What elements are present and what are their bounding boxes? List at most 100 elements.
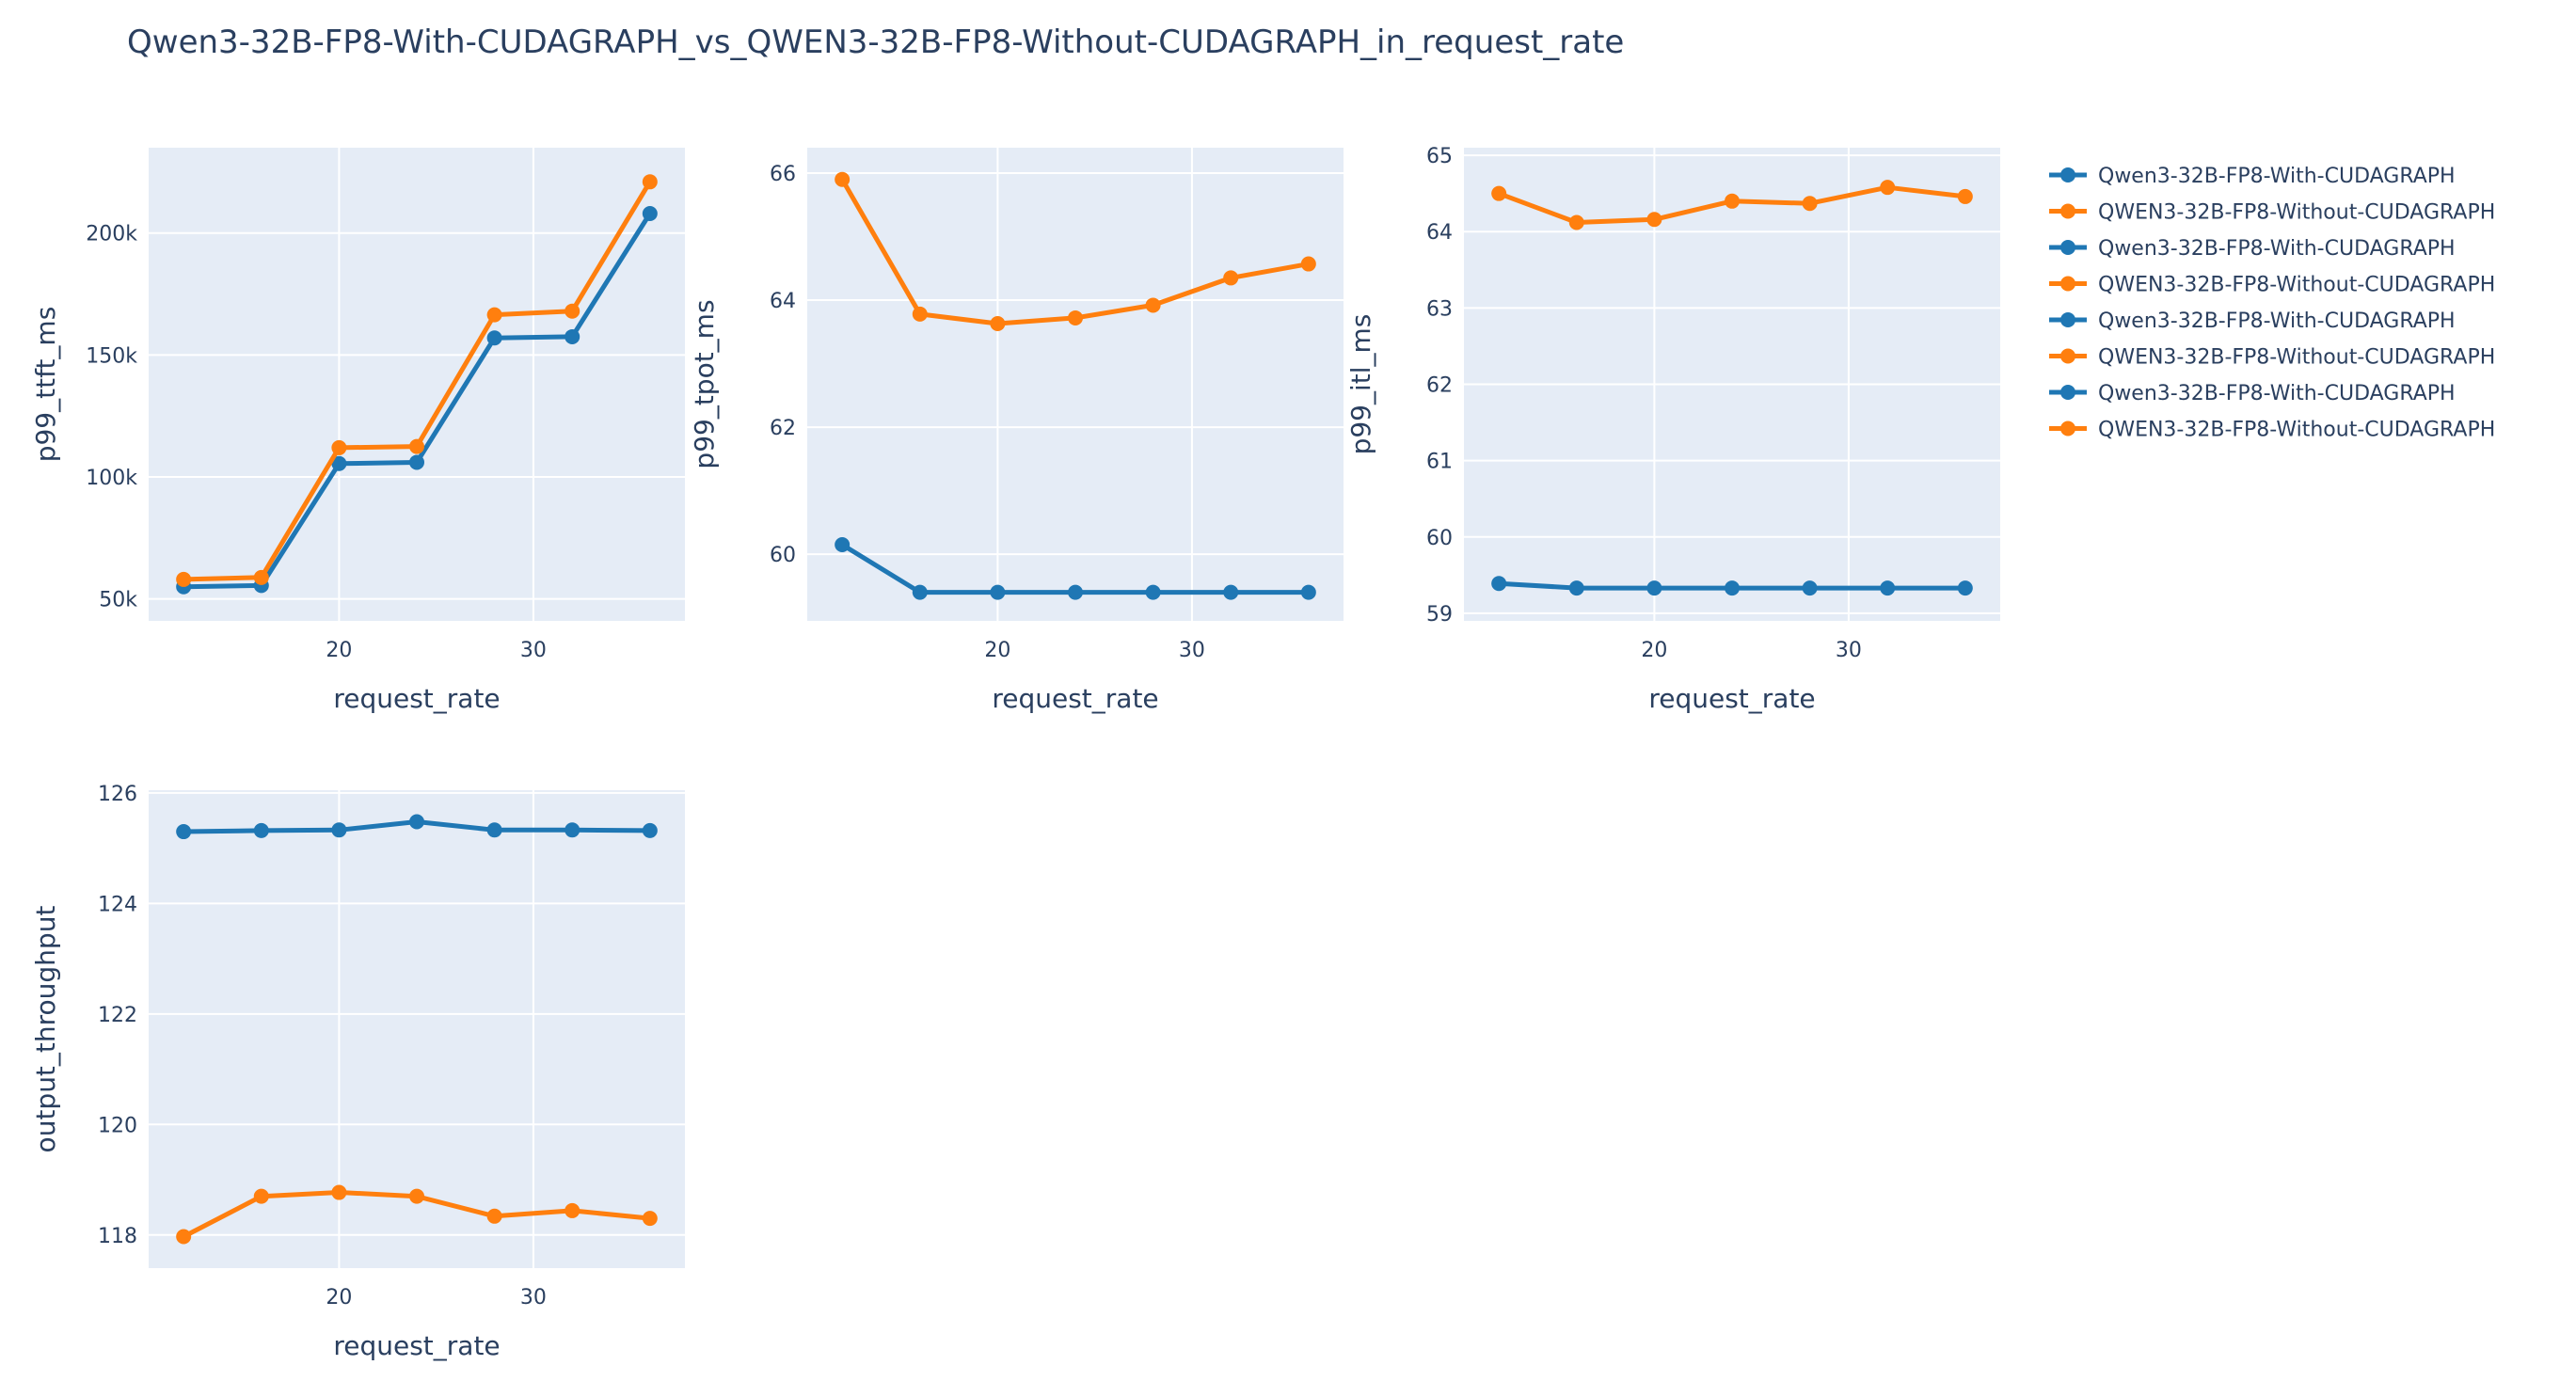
data-point (409, 814, 424, 830)
legend-item[interactable]: QWEN3-32B-FP8-Without-CUDAGRAPH (2049, 346, 2495, 370)
series-with-cudagraph (176, 814, 658, 840)
y-tick-label: 66 (770, 163, 796, 186)
data-point (642, 822, 658, 838)
data-point (1802, 580, 1818, 596)
y-tick-label: 60 (1426, 527, 1453, 550)
x-tick-label: 30 (520, 639, 547, 662)
data-point (1068, 310, 1083, 325)
y-axis-title: output_throughput (30, 906, 61, 1153)
data-point (1957, 580, 1973, 596)
legend-item[interactable]: QWEN3-32B-FP8-Without-CUDAGRAPH (2049, 419, 2495, 442)
data-point (1725, 193, 1740, 209)
y-tick-label: 200k (86, 223, 137, 246)
legend-label: QWEN3-32B-FP8-Without-CUDAGRAPH (2098, 274, 2495, 297)
data-point (331, 455, 347, 471)
data-point (1568, 214, 1584, 230)
y-tick-label: 100k (86, 467, 137, 490)
data-point (1223, 584, 1239, 600)
subplot-ttft: 20 30 50k 100k 150k 200k request_rate p99_ttft_… (30, 148, 685, 714)
x-tick-label: 20 (326, 1286, 352, 1310)
y-axis-title: p99_itl_ms (1345, 314, 1376, 455)
data-point (1880, 580, 1896, 596)
subplot-throughput: 20 30 118 120 122 124 126 request_rate output_th… (30, 783, 685, 1361)
x-tick-label: 30 (1836, 639, 1862, 662)
data-point (1957, 188, 1973, 204)
data-point (176, 824, 192, 840)
data-point (564, 328, 580, 344)
data-point (1491, 185, 1507, 201)
legend-item[interactable]: QWEN3-32B-FP8-Without-CUDAGRAPH (2049, 274, 2495, 297)
series-without-cudagraph (176, 1184, 658, 1245)
legend-label: Qwen3-32B-FP8-With-CUDAGRAPH (2098, 310, 2456, 333)
legend-label: Qwen3-32B-FP8-With-CUDAGRAPH (2098, 382, 2456, 405)
y-tick-label: 59 (1426, 603, 1453, 627)
legend-item[interactable]: QWEN3-32B-FP8-Without-CUDAGRAPH (2049, 201, 2495, 225)
y-tick-label: 65 (1426, 145, 1453, 168)
plot-area (149, 790, 685, 1268)
plot-area (149, 148, 685, 621)
legend-marker-swatch (2060, 421, 2075, 437)
legend-item[interactable]: Qwen3-32B-FP8-With-CUDAGRAPH (2049, 382, 2456, 405)
data-point (409, 1188, 424, 1204)
data-point (1646, 580, 1662, 596)
y-tick-label: 60 (770, 544, 796, 567)
data-point (1568, 580, 1584, 596)
data-point (990, 584, 1006, 600)
data-point (253, 822, 269, 838)
y-tick-label: 118 (98, 1225, 137, 1248)
x-axis-title: request_rate (1648, 683, 1815, 714)
legend-item[interactable]: Qwen3-32B-FP8-With-CUDAGRAPH (2049, 165, 2456, 188)
data-point (176, 571, 192, 587)
data-point (1491, 576, 1507, 592)
data-point (912, 584, 928, 600)
y-axis-title: p99_ttft_ms (30, 307, 61, 463)
legend-marker-swatch (2060, 348, 2075, 364)
data-point (409, 454, 424, 470)
series-without-cudagraph (1491, 180, 1973, 230)
legend-item[interactable]: Qwen3-32B-FP8-With-CUDAGRAPH (2049, 237, 2456, 261)
y-tick-label: 120 (98, 1114, 137, 1137)
y-tick-label: 150k (86, 344, 137, 368)
y-tick-label: 63 (1426, 297, 1453, 321)
data-point (1802, 196, 1818, 212)
data-point (564, 1202, 580, 1218)
legend-label: QWEN3-32B-FP8-Without-CUDAGRAPH (2098, 346, 2495, 370)
y-tick-label: 50k (99, 589, 137, 612)
y-tick-label: 62 (1426, 374, 1453, 398)
legend-marker-swatch (2060, 167, 2075, 183)
data-point (912, 306, 928, 322)
legend-label: Qwen3-32B-FP8-With-CUDAGRAPH (2098, 237, 2456, 261)
legend-marker-swatch (2060, 385, 2075, 400)
x-axis-title: request_rate (992, 683, 1158, 714)
y-tick-label: 64 (770, 290, 796, 313)
y-tick-label: 126 (98, 783, 137, 806)
y-tick-label: 61 (1426, 451, 1453, 474)
data-point (1068, 584, 1083, 600)
x-tick-label: 30 (520, 1286, 547, 1310)
legend-item[interactable]: Qwen3-32B-FP8-With-CUDAGRAPH (2049, 310, 2456, 333)
x-tick-label: 20 (1641, 639, 1667, 662)
legend-marker-swatch (2060, 276, 2075, 292)
y-tick-label: 122 (98, 1004, 137, 1027)
data-point (253, 1188, 269, 1204)
data-point (1223, 270, 1239, 286)
data-point (331, 439, 347, 455)
x-tick-label: 20 (326, 639, 352, 662)
data-point (835, 171, 851, 187)
legend-marker-swatch (2060, 240, 2075, 255)
subplots: 20 30 50k 100k 150k 200k request_rate p99_ttft_… (30, 145, 2000, 1361)
data-point (642, 174, 658, 190)
data-point (486, 330, 502, 346)
subplot-itl: 20 30 59 60 61 62 63 64 65 request_rate p99_itl_ms (1345, 145, 2000, 714)
y-axis-title: p99_tpot_ms (689, 299, 720, 468)
x-axis-title: request_rate (333, 1330, 500, 1361)
subplot-tpot: 20 30 60 62 64 66 request_rate p99_tpot_ms (689, 148, 1344, 714)
plot-area (807, 148, 1344, 621)
data-point (1300, 256, 1316, 272)
legend-label: QWEN3-32B-FP8-Without-CUDAGRAPH (2098, 419, 2495, 442)
data-point (564, 303, 580, 319)
data-point (1145, 297, 1161, 313)
x-axis-title: request_rate (333, 683, 500, 714)
data-point (486, 1208, 502, 1224)
